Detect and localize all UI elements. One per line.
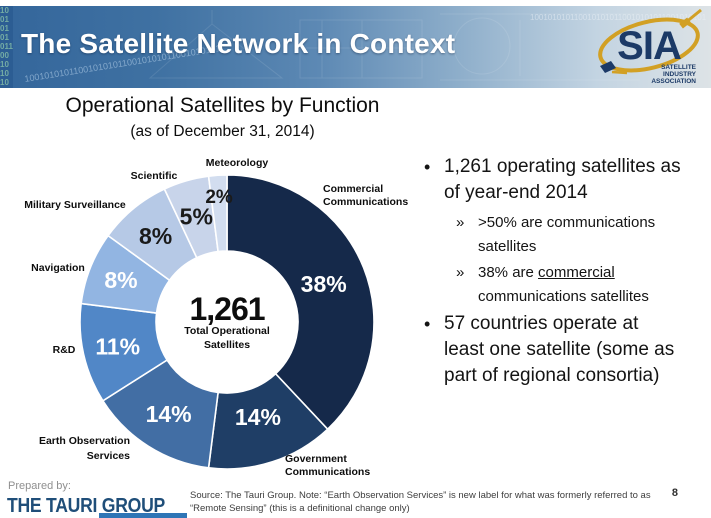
source-note-line1: Source: The Tauri Group. Note: “Earth Ob…: [190, 490, 651, 501]
pct-label-military-surveillance: 8%: [139, 223, 172, 249]
category-label-military-surveillance: Military Surveillance: [24, 199, 126, 211]
bullet-item: • 1,261 operating satellites as of year-en…: [424, 154, 706, 206]
donut-center-caption-2: Satellites: [204, 339, 250, 351]
bullet-marker: »: [456, 214, 465, 231]
category-label-navigation: Navigation: [31, 262, 85, 274]
sia-logo-line2: INDUSTRY: [663, 71, 697, 78]
source-note-line2: “Remote Sensing” (this is a definitional…: [190, 503, 410, 514]
blueprint-texture: 1001010101100101010110010101011001010101…: [24, 10, 707, 84]
page-number: 8: [671, 487, 678, 499]
tauri-group-logo: THE TAURI GROUP: [7, 495, 166, 517]
sia-gold-dash-icon: [611, 70, 628, 75]
pie-slice-meteorology: [207, 174, 228, 253]
pct-label-scientific: 5%: [180, 203, 213, 229]
bullet-panel: • 1,261 operating satellites as of year-en…: [424, 154, 706, 394]
binary-texture-text-2: 1001010101100101010110010101011001010101: [530, 13, 707, 22]
category-label-commercial-communications: Commercial Communications: [323, 183, 408, 208]
header-left-strip: 1001010101100101010110010101011001010101: [0, 6, 13, 88]
bullet-marker: •: [424, 157, 431, 177]
bullet-text: 1,261 operating satellites as of year-end…: [444, 156, 681, 203]
pct-label-meteorology: 2%: [205, 187, 233, 208]
bullet-text: 57 countries operate at least one satelli…: [444, 313, 675, 386]
source-note: Source: The Tauri Group. Note: “Earth Ob…: [190, 489, 652, 515]
donut-chart: 38%Commercial Communications14%Government…: [24, 157, 408, 478]
sia-logo-line3: ASSOCIATION: [651, 78, 696, 85]
donut-center-caption-1: Total Operational: [184, 325, 270, 337]
pie-slice-commercial-communications: [226, 174, 375, 431]
sub-bullet-item: » 38% are commercial communications satell…: [456, 261, 706, 309]
sia-logo-line1: SATELLITE: [661, 64, 697, 71]
sub-bullet-item: » >50% are communications satellites: [456, 211, 706, 259]
sia-orbit-icon: [598, 17, 700, 73]
prepared-by-label: Prepared by:: [8, 480, 71, 492]
category-label-r-d: R&D: [53, 344, 76, 356]
pct-label-earth-observation-services: 14%: [146, 401, 192, 427]
category-label-scientific: Scientific: [131, 170, 178, 182]
category-label-meteorology: Meteorology: [206, 157, 269, 169]
bullet-marker: »: [456, 264, 465, 281]
bullet-marker: •: [424, 314, 431, 334]
pct-label-government-communications: 14%: [235, 404, 281, 430]
sia-satellite-icon: [679, 17, 691, 29]
chart-subtitle: (as of December 31, 2014): [130, 123, 315, 140]
pct-label-r-d: 11%: [95, 333, 140, 359]
header-banner: 1001010101100101010110010101011001010101…: [0, 6, 711, 88]
donut-center-value: 1,261: [189, 291, 264, 327]
category-label-earth-observation-services: Earth Observation Services: [39, 435, 130, 462]
bullet-item: • 57 countries operate at least one satell…: [424, 311, 706, 389]
bullet-text: 38% are commercial communications satelli…: [478, 264, 649, 305]
category-label-government-communications: Government Communications: [285, 453, 370, 478]
tauri-logo-underline: [99, 513, 187, 518]
chart-title: Operational Satellites by Function: [65, 94, 380, 117]
sia-acronym: SIA: [617, 24, 681, 68]
slide-title: The Satellite Network in Context: [21, 28, 456, 59]
pct-label-navigation: 8%: [104, 267, 137, 293]
bullet-text: >50% are communications satellites: [478, 214, 656, 255]
sia-satellite-dark-icon: [600, 61, 616, 73]
pct-label-commercial-communications: 38%: [301, 271, 347, 297]
sia-logo: SIA SATELLITE INDUSTRY ASSOCIATION: [598, 9, 702, 85]
